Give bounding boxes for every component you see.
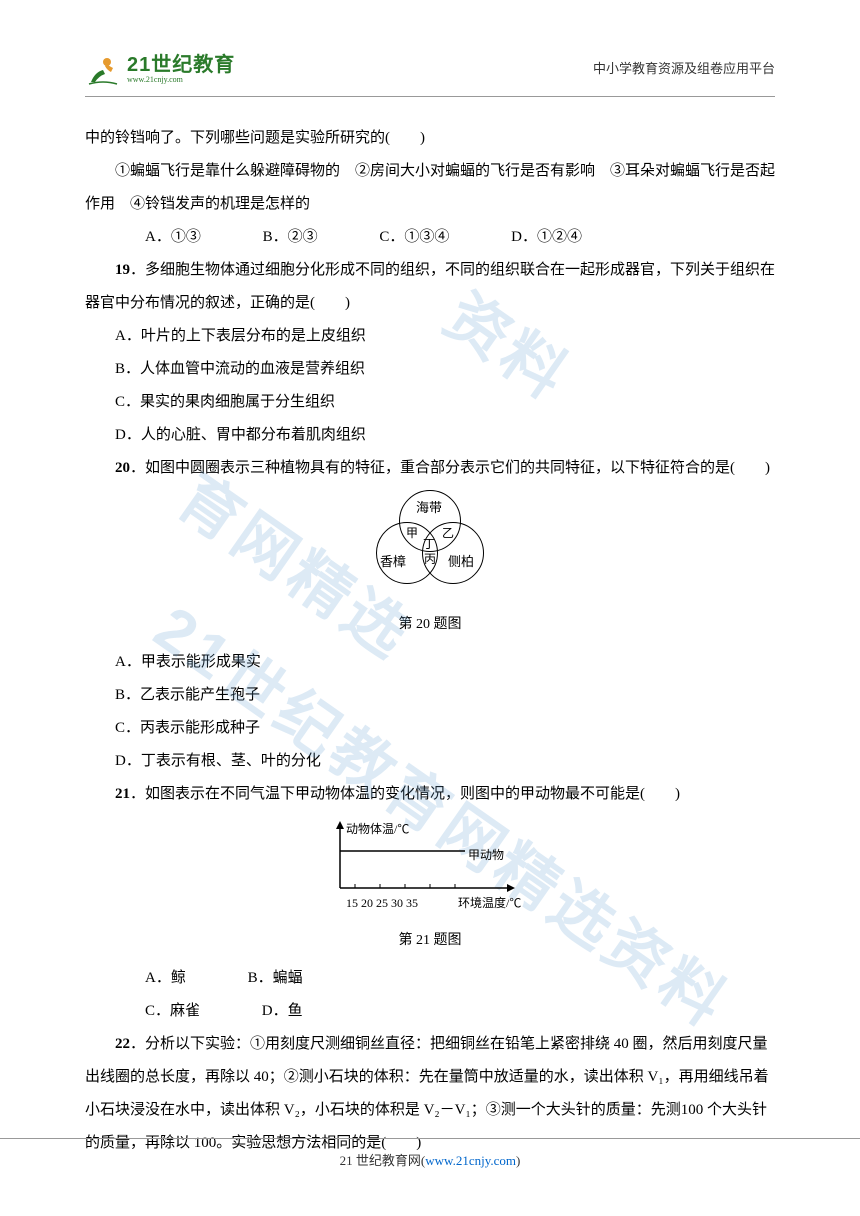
y-axis-label: 动物体温/℃ bbox=[346, 816, 409, 842]
line-label: 甲动物 bbox=[468, 842, 504, 868]
option-b: B．蝙蝠 bbox=[218, 962, 303, 995]
logo: 21世纪教育 www.21cnjy.com bbox=[85, 50, 235, 88]
q20-option-b: B．乙表示能产生孢子 bbox=[85, 679, 775, 712]
venn-label-right: 侧柏 bbox=[448, 548, 474, 577]
venn-label-left: 香樟 bbox=[380, 548, 406, 577]
q18-options: A．①③ B．②③ C．①③④ D．①②④ bbox=[85, 221, 775, 254]
header-label: 中小学教育资源及组卷应用平台 bbox=[593, 55, 775, 84]
venn-label-top: 海带 bbox=[416, 494, 442, 523]
venn-region-jia: 甲 bbox=[406, 520, 418, 546]
q22-number: 22 bbox=[115, 1036, 130, 1052]
q20-figure: 海带 香樟 侧柏 甲 乙 丙 丁 第 20 题图 bbox=[85, 490, 775, 641]
q18-continuation: 中的铃铛响了。下列哪些问题是实验所研究的( ) bbox=[85, 122, 775, 155]
footer-prefix: 21 世纪教育网( bbox=[340, 1153, 426, 1168]
option-d: D．鱼 bbox=[232, 995, 303, 1028]
q20-number: 20 bbox=[115, 460, 130, 476]
venn-diagram: 海带 香樟 侧柏 甲 乙 丙 丁 bbox=[360, 490, 500, 595]
q19-number: 19 bbox=[115, 262, 130, 278]
q20-caption: 第 20 题图 bbox=[85, 610, 775, 641]
option-c: C．①③④ bbox=[349, 221, 449, 254]
option-c: C．麻雀 bbox=[115, 995, 200, 1028]
footer-url: www.21cnjy.com bbox=[425, 1153, 516, 1168]
q21-caption: 第 21 题图 bbox=[85, 926, 775, 957]
line-chart: 动物体温/℃ 甲动物 15 20 25 30 35 环境温度/℃ bbox=[310, 816, 550, 911]
venn-region-yi: 乙 bbox=[442, 520, 454, 546]
q20-option-d: D．丁表示有根、茎、叶的分化 bbox=[85, 745, 775, 778]
x-ticks: 15 20 25 30 35 bbox=[346, 890, 418, 916]
q21-number: 21 bbox=[115, 786, 130, 802]
q21-stem: 21．如图表示在不同气温下甲动物体温的变化情况，则图中的甲动物最不可能是( ) bbox=[85, 778, 775, 811]
q21-options-1: A．鲸 B．蝙蝠 bbox=[85, 962, 775, 995]
q21-options-2: C．麻雀 D．鱼 bbox=[85, 995, 775, 1028]
footer-suffix: ) bbox=[516, 1153, 520, 1168]
option-a: A．①③ bbox=[115, 221, 201, 254]
x-axis-label: 环境温度/℃ bbox=[458, 890, 521, 916]
option-d: D．①②④ bbox=[481, 221, 582, 254]
q21-figure: 动物体温/℃ 甲动物 15 20 25 30 35 环境温度/℃ 第 21 题图 bbox=[85, 816, 775, 957]
logo-text-sub: www.21cnjy.com bbox=[127, 76, 235, 84]
q20-option-a: A．甲表示能形成果实 bbox=[85, 646, 775, 679]
q20-option-c: C．丙表示能形成种子 bbox=[85, 712, 775, 745]
logo-text-main: 21世纪教育 bbox=[127, 54, 235, 76]
q18-items: ①蝙蝠飞行是靠什么躲避障碍物的 ②房间大小对蝙蝠的飞行是否有影响 ③耳朵对蝙蝠飞… bbox=[85, 155, 775, 221]
q19-stem: 19．多细胞生物体通过细胞分化形成不同的组织，不同的组织联合在一起形成器官，下列… bbox=[85, 254, 775, 320]
logo-icon bbox=[85, 50, 123, 88]
content: 中的铃铛响了。下列哪些问题是实验所研究的( ) ①蝙蝠飞行是靠什么躲避障碍物的 … bbox=[85, 122, 775, 1160]
option-b: B．②③ bbox=[233, 221, 318, 254]
page-footer: 21 世纪教育网(www.21cnjy.com) bbox=[0, 1138, 860, 1176]
q20-stem: 20．如图中圆圈表示三种植物具有的特征，重合部分表示它们的共同特征，以下特征符合… bbox=[85, 452, 775, 485]
page-header: 21世纪教育 www.21cnjy.com 中小学教育资源及组卷应用平台 bbox=[85, 50, 775, 97]
q19-option-a: A．叶片的上下表层分布的是上皮组织 bbox=[85, 320, 775, 353]
logo-text: 21世纪教育 www.21cnjy.com bbox=[127, 54, 235, 84]
option-a: A．鲸 bbox=[115, 962, 186, 995]
venn-region-ding: 丁 bbox=[423, 531, 435, 557]
q19-option-b: B．人体血管中流动的血液是营养组织 bbox=[85, 353, 775, 386]
q19-option-c: C．果实的果肉细胞属于分生组织 bbox=[85, 386, 775, 419]
q19-option-d: D．人的心脏、胃中都分布着肌肉组织 bbox=[85, 419, 775, 452]
